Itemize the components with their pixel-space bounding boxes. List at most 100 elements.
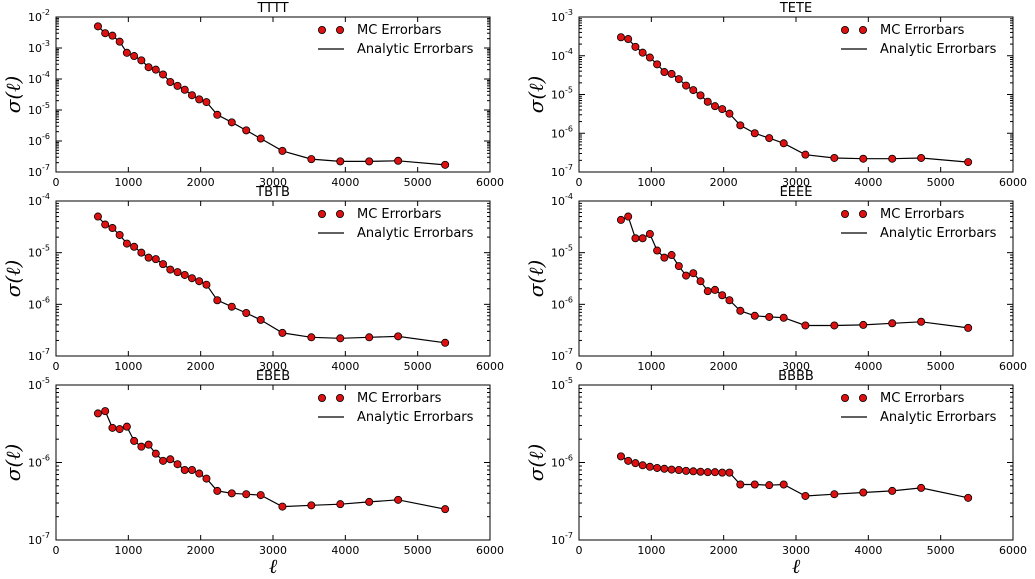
mc-errorbar-point (213, 296, 222, 305)
legend: MC Errorbars Analytic Errorbars (317, 23, 474, 57)
mc-errorbar-point (93, 409, 102, 418)
mc-errorbar-point (108, 224, 117, 233)
mc-errorbar-point (830, 321, 839, 330)
x-tick-label: 2000 (710, 360, 738, 373)
mc-errorbar-point (703, 97, 712, 106)
legend: MC Errorbars Analytic Errorbars (317, 207, 474, 241)
x-tick-label: 3000 (259, 176, 287, 189)
x-tick-label: 1000 (114, 176, 142, 189)
x-tick-label: 5000 (927, 360, 955, 373)
x-tick-label: 2000 (710, 176, 738, 189)
legend-analytic-label: Analytic Errorbars (880, 42, 997, 57)
legend: MC Errorbars Analytic Errorbars (317, 391, 474, 425)
y-tick-label: 10 (28, 534, 42, 547)
x-tick-label: 1000 (114, 360, 142, 373)
mc-errorbar-point (122, 48, 131, 57)
mc-errorbar-point (202, 280, 211, 289)
y-tick-label: 10 (551, 298, 565, 311)
mc-errorbar-point (964, 323, 973, 332)
plot-frame (55, 200, 491, 357)
y-tick-label: 10 (28, 379, 42, 392)
mc-errorbar-point (202, 474, 211, 483)
mc-errorbar-point (660, 68, 669, 77)
mc-errorbar-point (682, 271, 691, 280)
y-tick-label: 10 (551, 379, 565, 392)
mc-errorbar-point (779, 480, 788, 489)
y-tick-label: 10 (551, 350, 565, 363)
mc-errorbar-point (631, 42, 640, 51)
mc-errorbar-point (242, 308, 251, 317)
mc-errorbar-point (256, 491, 265, 500)
mc-errorbar-point (242, 490, 251, 499)
mc-errorbar-point (718, 468, 727, 477)
mc-errorbar-point (307, 333, 316, 342)
mc-errorbar-point (159, 70, 168, 79)
y-tick-label: 10 (28, 11, 42, 24)
y-tick-exponent: -5 (42, 244, 50, 253)
y-tick-exponent: -2 (42, 8, 50, 17)
mc-errorbar-point (101, 29, 110, 38)
x-tick-label: 1000 (637, 544, 665, 557)
legend-mc-marker (335, 209, 344, 218)
mc-errorbar-point (710, 285, 719, 294)
mc-errorbar-point (115, 37, 124, 46)
mc-errorbar-point (242, 126, 251, 135)
legend-mc-marker (841, 25, 850, 34)
mc-errorbar-point (801, 491, 810, 500)
x-tick-label: 4000 (854, 360, 882, 373)
y-tick-exponent: -7 (565, 347, 573, 356)
legend-mc-marker (841, 209, 850, 218)
panel-title: TETE (779, 1, 812, 16)
y-tick-exponent: -5 (42, 376, 50, 385)
mc-errorbar-point (202, 98, 211, 107)
mc-errorbar-point (653, 246, 662, 255)
mc-errorbar-point (888, 486, 897, 495)
legend: MC Errorbars Analytic Errorbars (841, 23, 997, 57)
mc-errorbar-point (859, 488, 868, 497)
y-axis-label: σ(ℓ) (1, 260, 25, 298)
mc-errorbar-point (682, 81, 691, 90)
y-axis-label: σ(ℓ) (1, 444, 25, 482)
y-tick-label: 10 (551, 127, 565, 140)
x-tick-label: 1000 (637, 176, 665, 189)
mc-errorbar-point (725, 468, 734, 477)
mc-errorbar-point (667, 465, 676, 474)
mc-errorbar-point (173, 460, 182, 469)
mc-errorbar-point (917, 153, 926, 162)
y-tick-exponent: -5 (565, 244, 573, 253)
mc-errorbar-point (213, 486, 222, 495)
mc-errorbar-point (859, 154, 868, 163)
x-tick-label: 6000 (476, 544, 504, 557)
x-tick-label: 3000 (782, 544, 810, 557)
mc-errorbar-point (710, 468, 719, 477)
mc-errorbar-point (638, 234, 647, 243)
mc-errorbar-point (101, 407, 110, 416)
x-tick-label: 0 (576, 176, 583, 189)
y-tick-exponent: -5 (565, 86, 573, 95)
mc-errorbar-point (151, 255, 160, 264)
mc-errorbar-point (441, 160, 450, 169)
mc-errorbar-point (365, 157, 374, 166)
y-tick-label: 10 (28, 350, 42, 363)
x-tick-label: 3000 (259, 544, 287, 557)
mc-errorbar-point (394, 156, 403, 165)
x-tick-label: 3000 (782, 360, 810, 373)
y-tick-label: 10 (28, 73, 42, 86)
mc-errorbar-point (108, 31, 117, 40)
mc-errorbar-point (227, 118, 236, 127)
mc-errorbar-point (964, 158, 973, 167)
mc-errorbar-point (278, 146, 287, 155)
mc-errorbar-point (93, 212, 102, 221)
legend: MC Errorbars Analytic Errorbars (841, 207, 997, 241)
mc-errorbar-point (256, 315, 265, 324)
mc-errorbar-point (674, 466, 683, 475)
x-tick-label: 4000 (331, 176, 359, 189)
x-tick-label: 0 (53, 544, 60, 557)
mc-errorbar-point (115, 425, 124, 434)
y-axis-label: σ(ℓ) (524, 76, 548, 114)
y-tick-label: 10 (551, 166, 565, 179)
mc-errorbar-point (195, 95, 204, 104)
y-tick-label: 10 (551, 534, 565, 547)
